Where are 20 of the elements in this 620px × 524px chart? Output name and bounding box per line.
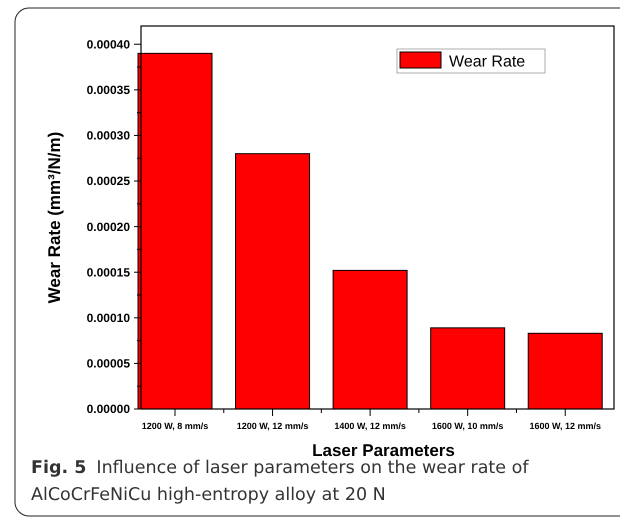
text: AlCoCrFeNiCu high-entropy alloy at 20 N xyxy=(31,485,386,505)
x-tick-label: 1400 W, 12 mm/s xyxy=(334,421,406,431)
y-tick-label: 0.00015 xyxy=(86,265,130,280)
x-tick-label: 1600 W, 12 mm/s xyxy=(529,421,601,431)
y-tick-label: 0.00040 xyxy=(86,37,130,52)
y-tick-label: 0.00000 xyxy=(86,402,130,416)
x-tick-label: 1200 W, 12 mm/s xyxy=(236,421,308,431)
x-axis-title: Laser Parameters xyxy=(312,441,455,460)
y-tick-label: 0.00010 xyxy=(86,311,130,326)
y-tick-label: 0.00005 xyxy=(86,356,130,371)
y-tick-label: 0.00035 xyxy=(86,83,130,98)
y-axis-title: Wear Rate (mm³/N/m) xyxy=(45,132,64,304)
text: Influence of laser parameters on the wear rate of xyxy=(96,458,530,478)
x-tick-label: 1200 W, 8 mm/s xyxy=(142,421,208,431)
y-tick-label: 0.00020 xyxy=(86,220,130,234)
y-tick-label: 0.00030 xyxy=(86,128,130,143)
caption: Fig. 5 xyxy=(31,458,86,478)
x-tick-label: 1600 W, 10 mm/s xyxy=(432,421,504,431)
legend-label: Wear Rate xyxy=(449,54,526,71)
y-tick-label: 0.00025 xyxy=(86,174,130,188)
